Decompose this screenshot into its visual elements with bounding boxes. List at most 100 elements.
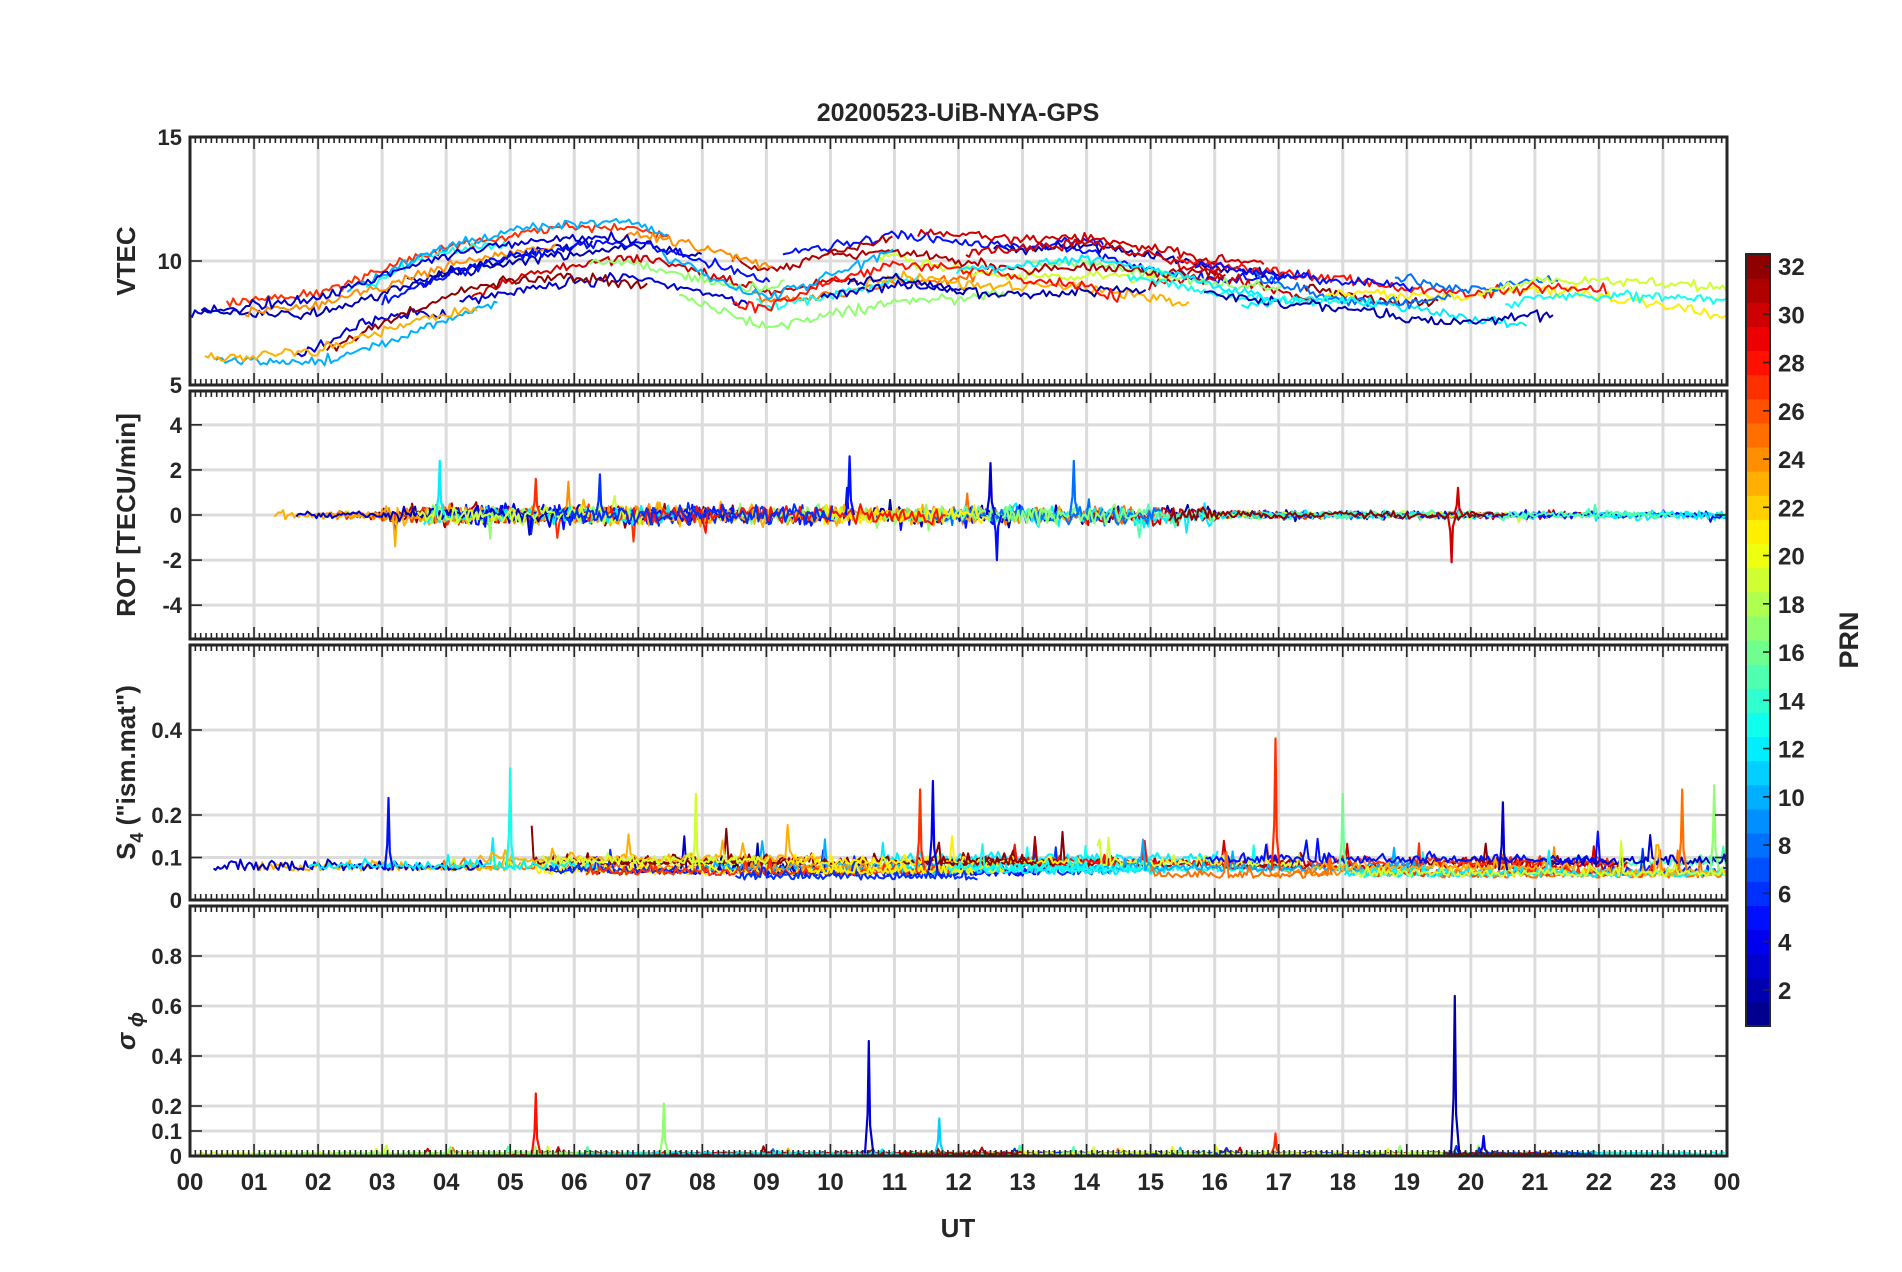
series-line-prn-17	[1709, 784, 1720, 871]
colorbar-swatch	[1746, 326, 1770, 352]
series-line-prn-32	[326, 272, 648, 352]
series-line-prn-32	[1302, 283, 1439, 307]
x-tick-label: 20	[1457, 1169, 1484, 1196]
colorbar-tick-label: 8	[1778, 833, 1791, 860]
x-tick-labels: 00 01 02 03 04 05 06 07 08 09 10 11 12 13 14 15 16 17 18 19…	[177, 1169, 1741, 1196]
colorbar-tick-label: 10	[1778, 785, 1805, 812]
panel-rot: -4 -2 0 2 4 ROT [TECU/min]	[111, 389, 1729, 641]
series-line-prn-19	[1478, 275, 1727, 296]
y-tick-label: 0.2	[151, 803, 182, 828]
y-tick-label: 0	[170, 888, 182, 913]
series-line-prn-12	[955, 254, 1278, 305]
colorbar-swatch	[1746, 519, 1770, 545]
series-line-prn-28	[530, 1092, 542, 1154]
x-tick-label: 15	[1137, 1169, 1164, 1196]
series-line-prn-12	[422, 504, 676, 526]
colorbar-tick-label: 32	[1778, 254, 1805, 281]
series-line-prn-30	[1453, 486, 1464, 516]
series-line-prn-6	[734, 855, 978, 881]
colorbar-swatch	[1746, 760, 1770, 786]
panel-s4: 0 0.1 0.2 0.4S4 ("ism.mat")	[111, 643, 1729, 913]
y-tick-label: 0.6	[151, 994, 182, 1019]
series-line-prn-13	[1126, 274, 1378, 309]
y-tick-label: 15	[158, 125, 182, 150]
series-line-prn-27	[530, 477, 542, 516]
y-axis-label: σ ϕ	[111, 1012, 148, 1050]
series-line-prn-8	[1068, 459, 1080, 516]
colorbar-swatch	[1746, 615, 1770, 641]
series-line-prn-5	[1194, 260, 1414, 292]
series-line-prn-28	[732, 260, 1122, 314]
colorbar-swatch	[1746, 567, 1770, 593]
x-tick-label: 12	[945, 1169, 972, 1196]
series-group	[190, 217, 1728, 367]
y-tick-label: 10	[158, 249, 182, 274]
series-line-prn-17	[679, 288, 1007, 330]
x-tick-label: 19	[1393, 1169, 1420, 1196]
x-tick-label: 11	[882, 1169, 907, 1196]
series-line-prn-6	[553, 503, 834, 526]
series-line-prn-4	[927, 779, 939, 871]
series-line-prn-24	[748, 858, 889, 873]
colorbar-swatch	[1746, 471, 1770, 496]
x-tick-label: 06	[561, 1169, 588, 1196]
series-line-prn-3	[985, 462, 997, 516]
colorbar-tick-label: 24	[1778, 447, 1805, 474]
series-line-prn-5	[381, 239, 771, 306]
series-line-prn-3	[212, 858, 485, 872]
series-line-prn-24	[623, 230, 773, 270]
y-tick-label: 0.4	[151, 1044, 182, 1069]
series-line-prn-2	[1449, 994, 1461, 1154]
series-line-prn-6	[594, 473, 606, 516]
series-line-prn-30	[1446, 514, 1458, 564]
x-tick-label: 09	[753, 1169, 780, 1196]
series-line-prn-5	[844, 455, 856, 516]
y-tick-label: 2	[170, 458, 182, 483]
series-line-prn-27	[1270, 1132, 1281, 1155]
y-tick-label: 4	[170, 413, 183, 438]
colorbar-swatch	[1746, 808, 1770, 834]
series-line-prn-30	[965, 238, 1226, 280]
series-line-prn-27	[915, 788, 926, 871]
series-line-prn-25	[1149, 850, 1333, 879]
chart-title: 20200523-UiB-NYA-GPS	[817, 99, 1100, 127]
x-ticks	[189, 137, 1728, 385]
series-line-prn-3	[1497, 801, 1509, 871]
series-line-prn-3	[863, 1039, 875, 1154]
x-tick-label: 00	[1714, 1169, 1741, 1196]
colorbar-tick-label: 28	[1778, 351, 1805, 378]
x-tick-label: 22	[1586, 1169, 1613, 1196]
y-tick-label: 0.8	[151, 944, 182, 969]
colorbar-swatch	[1746, 374, 1770, 400]
colorbar-swatch	[1746, 1001, 1770, 1027]
series-line-prn-31	[731, 235, 893, 272]
x-tick-label: 07	[625, 1169, 652, 1196]
panel-vtec: 5 10 15 VTEC	[111, 125, 1729, 398]
series-line-prn-21	[808, 862, 1005, 875]
series-line-prn-19	[691, 792, 702, 871]
y-axis-label: S4 ("ism.mat")	[111, 685, 147, 860]
y-tick-label: 0.1	[151, 1119, 182, 1144]
x-tick-label: 23	[1650, 1169, 1677, 1196]
colorbar-tick-label: 30	[1778, 302, 1805, 329]
series-line-prn-19	[1352, 840, 1727, 878]
series-line-prn-19	[1096, 836, 1303, 868]
colorbar-frame	[1745, 253, 1771, 1027]
colorbar-label: PRN	[1834, 611, 1864, 668]
series-line-prn-12	[308, 837, 602, 871]
series-line-prn-11	[934, 1117, 945, 1154]
series-line-prn-10	[215, 300, 498, 367]
colorbar-tick-label: 4	[1778, 930, 1792, 957]
colorbar-tick-label: 14	[1778, 688, 1805, 715]
y-tick-label: -4	[162, 593, 182, 618]
series-line-prn-3	[1539, 834, 1728, 866]
series-line-prn-13	[505, 767, 516, 871]
colorbar-tick-label: 22	[1778, 495, 1805, 522]
series-line-prn-3	[459, 272, 749, 307]
series-line-prn-8	[1254, 271, 1452, 310]
series-line-prn-19	[541, 852, 770, 865]
x-ticks	[189, 906, 1728, 1156]
series-line-prn-32	[1168, 506, 1506, 523]
series-line-prn-23	[864, 270, 1190, 307]
